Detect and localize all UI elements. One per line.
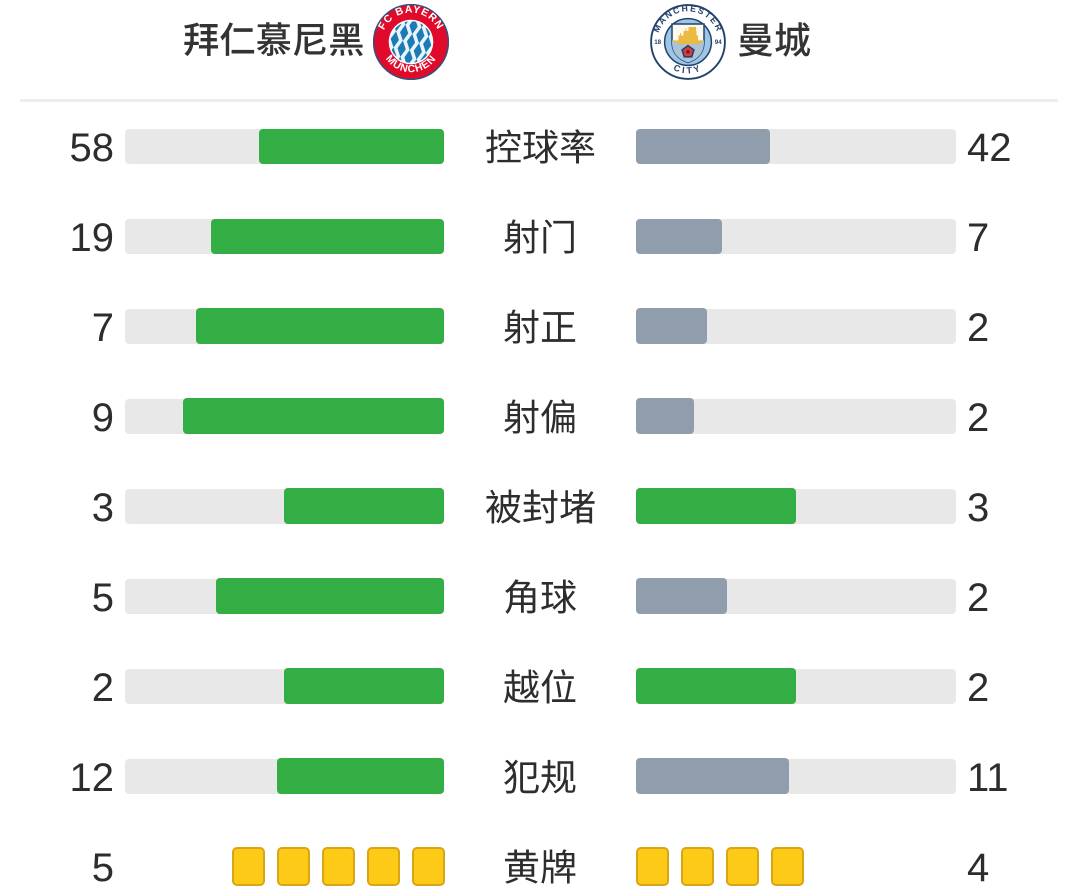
svg-text:18: 18 — [654, 39, 661, 46]
svg-text:94: 94 — [715, 39, 722, 46]
svg-text:CITY: CITY — [672, 62, 703, 75]
